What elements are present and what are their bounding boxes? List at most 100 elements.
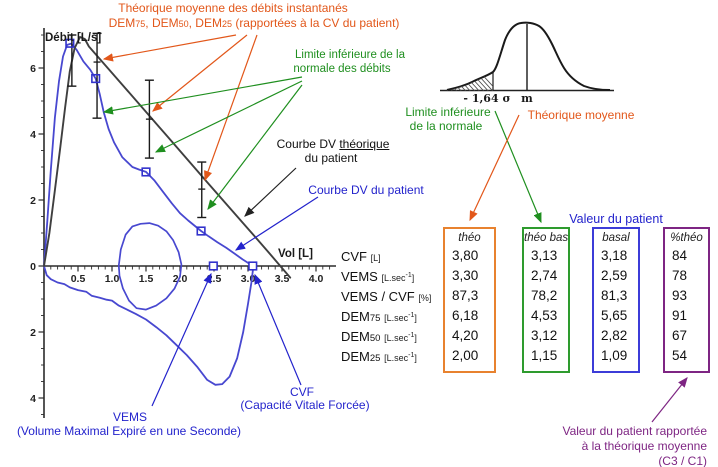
note-theo-mean-line1: Théorique moyenne des débits instantanés <box>118 1 348 15</box>
cell-theo-dem50: 4,20 <box>452 328 479 343</box>
cell-theobas-dem50: 3,12 <box>531 328 558 343</box>
table-row-label-dem50: DEM50 [L.sec-1] <box>341 329 417 344</box>
error-bar-dem50 <box>144 79 154 159</box>
y-tick-label: 4 <box>30 393 36 405</box>
bell-sigma-label: - 1,64 σ <box>463 92 511 105</box>
note-percent-theo-line1: Valeur du patient rapportée <box>562 424 707 438</box>
table-row-label-dem25: DEM25 [L.sec-1] <box>341 349 417 364</box>
note-dv-patient: Courbe DV du patient <box>308 183 424 197</box>
marker-dem50-patient <box>141 167 151 177</box>
dem25-label: DEM <box>195 16 222 30</box>
cell-theobas-vems-cvf: 78,2 <box>531 288 558 303</box>
note-lower-limit-flows-line1: Limite inférieure de la <box>295 49 405 61</box>
y-tick-label: 2 <box>30 327 36 339</box>
cell-basal-dem25: 1,09 <box>601 348 628 363</box>
arrow-dv-patient <box>234 196 319 251</box>
error-bar-dem75 <box>92 32 102 119</box>
curve-theoretical <box>43 36 292 279</box>
cell-basal-dem75: 5,65 <box>601 308 628 323</box>
marker-vems-marker <box>208 261 218 271</box>
x-tick-label: 1.0 <box>105 273 120 285</box>
note-lower-limit-normal-line2: de la normale <box>409 119 483 133</box>
column-theo-header: théo <box>458 232 481 244</box>
x-axis-title: Vol [L] <box>278 248 313 260</box>
arrow-theo-mean-dem50 <box>152 34 248 112</box>
patient-value-caption: Valeur du patient <box>569 212 663 226</box>
table-row-label-vems: VEMS [L.sec-1] <box>341 269 415 284</box>
cell-ptheo-dem75: 91 <box>672 308 688 323</box>
table-row-label-cvf: CVF [L] <box>341 249 381 264</box>
note-cvf-abbr: CVF <box>290 385 314 399</box>
cell-ptheo-dem25: 54 <box>672 348 688 363</box>
cell-theobas-dem75: 4,53 <box>531 308 558 323</box>
cell-ptheo-dem50: 67 <box>672 328 688 343</box>
arrow-lower-limit-dem50 <box>154 80 303 153</box>
note-dv-theoretical-line2: du patient <box>304 151 358 165</box>
x-tick-label: 0.5 <box>71 273 86 285</box>
cell-basal-vems: 2,59 <box>601 268 628 283</box>
note-percent-theo-line2: à la théorique moyenne <box>581 439 707 453</box>
arrow-theo-mean-dem75 <box>102 34 237 62</box>
x-tick-label: 3.5 <box>275 273 290 285</box>
cell-theo-vems: 3,30 <box>452 268 479 283</box>
cell-theo-dem75: 6,18 <box>452 308 479 323</box>
arrow-bell-theo-mean <box>469 114 520 222</box>
note-theo-mean-line2: DEM75, DEM50, DEM25 (rapportées à la CV … <box>108 16 400 30</box>
bell-mean-label: m <box>521 92 533 105</box>
normal-distribution-curve <box>446 21 611 91</box>
arrow-percent-column <box>651 377 688 423</box>
dem50-sub: 50 <box>178 19 189 29</box>
dem75-sub: 75 <box>135 19 146 29</box>
column-theo: théo 3,80 3,30 87,3 6,18 4,20 2,00 <box>443 227 496 373</box>
marker-dem75-patient <box>91 73 101 84</box>
column-percent-theo-header: %théo <box>670 232 703 244</box>
note-percent-theo: Valeur du patient rapportée à la théoriq… <box>545 424 707 467</box>
note-percent-theo-line3: (C3 / C1) <box>658 454 707 467</box>
cell-basal-cvf: 3,18 <box>601 248 628 263</box>
dem25-sub: 25 <box>221 19 232 29</box>
error-bar-dem25 <box>197 161 207 219</box>
curve-patient-inspiration <box>43 265 255 386</box>
column-theo-bas: théo bas 3,13 2,74 78,2 4,53 3,12 1,15 <box>522 227 570 373</box>
note-dv-theoretical-line1: Courbe DV théorique <box>276 137 390 151</box>
cell-theo-cvf: 3,80 <box>452 248 479 263</box>
cell-ptheo-cvf: 84 <box>672 248 688 263</box>
note-lower-limit-flows-line2: normale des débits <box>293 63 391 75</box>
marker-cvf-marker <box>248 261 258 271</box>
x-tick-label: 1.5 <box>139 273 154 285</box>
marker-dep-patient <box>65 38 75 48</box>
error-bar-dep <box>67 34 77 87</box>
x-tick-label: 4.0 <box>309 273 324 285</box>
marker-dem25-patient <box>196 226 206 236</box>
arrow-lower-limit-dem25 <box>207 84 303 210</box>
arrow-bell-lower-limit <box>494 110 542 224</box>
curve-patient-expiration <box>43 42 255 267</box>
arrow-dv-theoretical <box>244 167 297 217</box>
column-basal-header: basal <box>602 232 630 244</box>
cell-theo-dem25: 2,00 <box>452 348 479 363</box>
y-tick-label: 4 <box>30 129 36 141</box>
y-axis-title: Débit [L/s] <box>45 32 102 44</box>
arrow-lower-limit-dem75 <box>102 76 303 115</box>
column-theo-bas-header: théo bas <box>524 232 569 244</box>
cell-theobas-cvf: 3,13 <box>531 248 558 263</box>
x-tick-label: 2.0 <box>173 273 188 285</box>
column-basal: basal 3,18 2,59 81,3 5,65 2,82 1,09 <box>592 227 640 373</box>
y-tick-label: 6 <box>30 63 36 75</box>
cell-basal-dem50: 2,82 <box>601 328 628 343</box>
cell-basal-vems-cvf: 81,3 <box>601 288 628 303</box>
note-vems-full: (Volume Maximal Expiré en une Seconde) <box>16 424 242 438</box>
dem50-label: DEM <box>151 16 179 30</box>
cell-ptheo-vems: 78 <box>672 268 688 283</box>
normal-distribution-diagram <box>440 21 614 92</box>
arrow-vems <box>151 272 212 407</box>
curve-tidal-loop <box>117 222 183 311</box>
annotation-arrows <box>102 34 688 423</box>
note-vems-abbr: VEMS <box>112 410 148 424</box>
cell-theo-vems-cvf: 87,3 <box>452 288 479 303</box>
cell-ptheo-vems-cvf: 93 <box>672 288 688 303</box>
cell-theobas-dem25: 1,15 <box>531 348 558 363</box>
table-row-label-dem75: DEM75 [L.sec-1] <box>341 309 417 324</box>
